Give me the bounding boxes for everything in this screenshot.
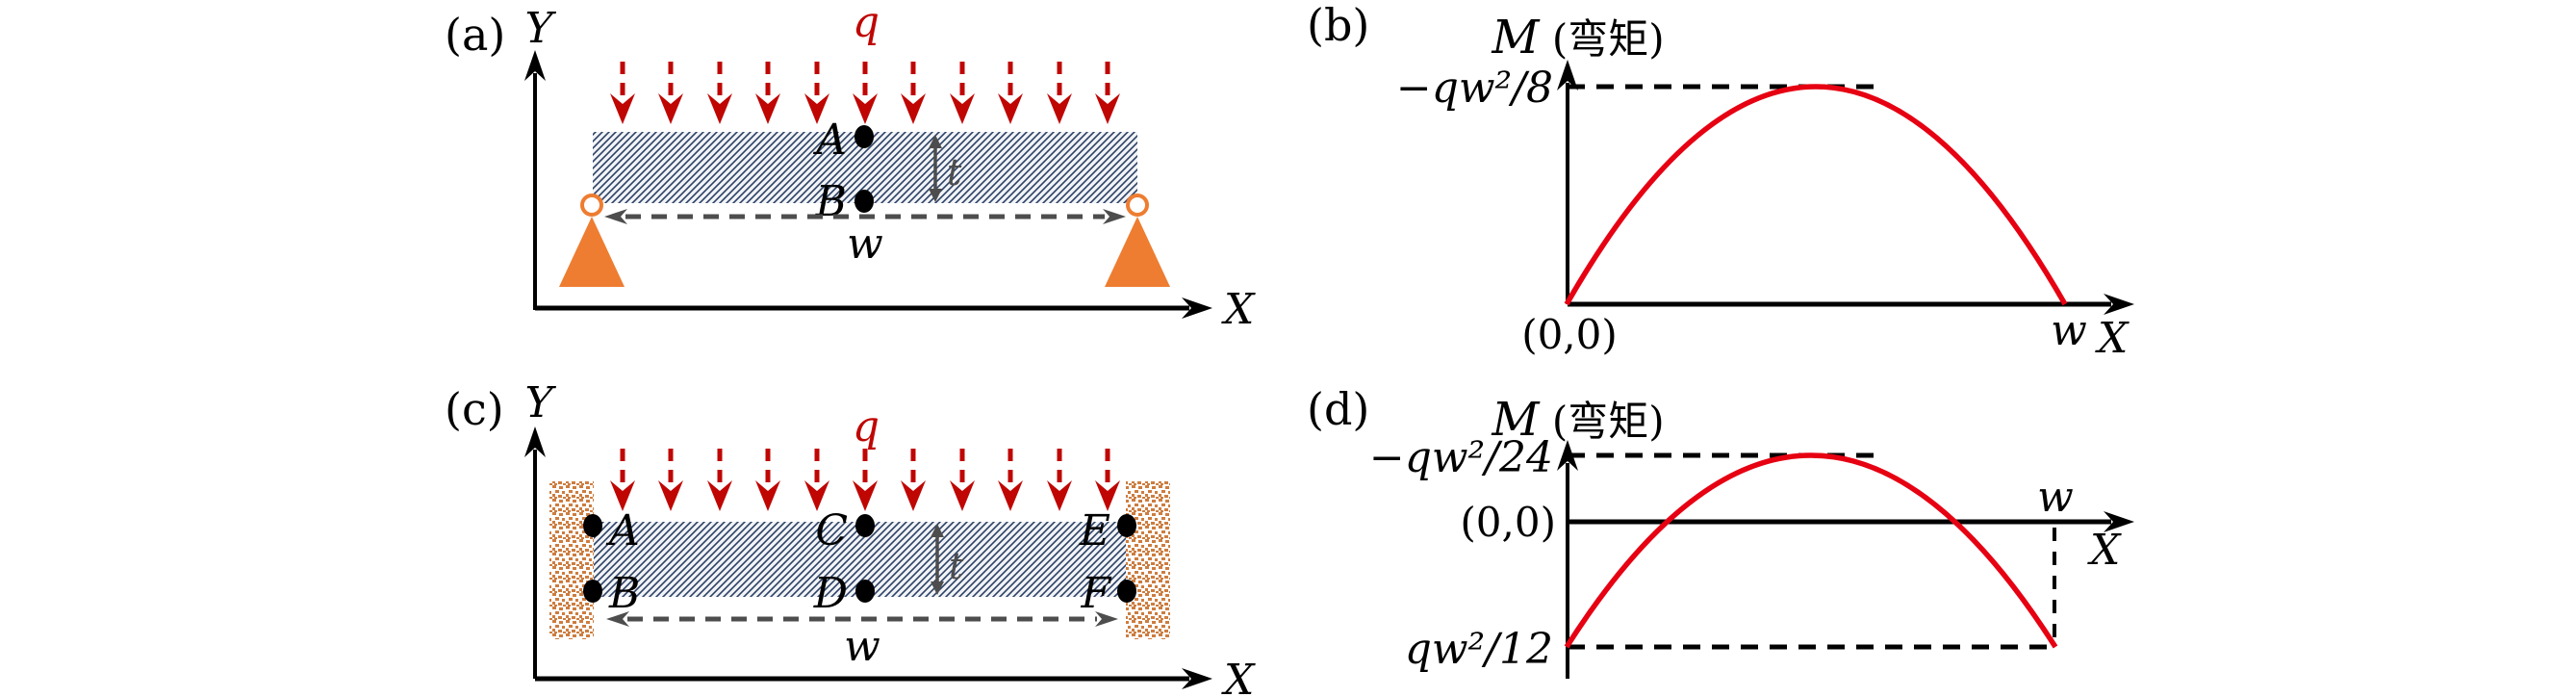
distributed-load-label: q: [853, 402, 880, 452]
right-pin-support: [1105, 194, 1170, 287]
thickness-label: t: [949, 545, 964, 587]
load-arrow-icon: [901, 449, 926, 511]
right-clamp-wall: [1126, 481, 1170, 639]
point-a-label: A: [812, 116, 847, 165]
point-b-dot: [854, 190, 874, 213]
thickness-label: t: [947, 151, 962, 194]
load-arrow-icon: [804, 449, 829, 511]
span-end-label: w: [2051, 306, 2087, 355]
span-arrow-left-icon: [604, 209, 627, 224]
load-arrow-icon: [853, 449, 878, 511]
end-moment-label: qw²/12: [1405, 625, 1553, 674]
y-axis-label: Y: [524, 4, 556, 53]
moment-axis-title: M (弯矩): [1491, 393, 1664, 447]
load-arrow-icon: [1095, 62, 1120, 124]
load-arrow-icon: [658, 449, 683, 511]
load-arrow-icon: [610, 449, 635, 511]
span-label: w: [844, 622, 880, 671]
load-arrow-icon: [998, 449, 1023, 511]
distributed-load-label: q: [853, 0, 880, 47]
point-b-label: B: [608, 569, 640, 618]
point-f-dot: [1117, 580, 1136, 603]
panel-b-moment-diagram: (b) M (弯矩) −qw²/8 (0,0) w X: [1307, 0, 2134, 363]
panel-a-beam-diagram: (a) Y X q A B t: [445, 0, 1256, 334]
point-d-label: D: [813, 569, 848, 618]
x-axis-label: X: [2087, 526, 2122, 575]
panel-b-label: (b): [1307, 0, 1369, 51]
load-arrow-icon: [950, 62, 975, 124]
distributed-load-arrows: [610, 449, 1120, 511]
point-f-label: F: [1080, 569, 1111, 618]
load-arrow-icon: [1047, 62, 1072, 124]
load-arrow-icon: [707, 449, 732, 511]
point-b-dot: [583, 580, 602, 603]
x-axis-label: X: [1221, 285, 1256, 334]
load-arrow-icon: [610, 62, 635, 124]
load-arrow-icon: [1095, 449, 1120, 511]
thickness-dimension: t: [931, 524, 964, 595]
point-c-label: C: [815, 506, 848, 555]
span-label: w: [847, 219, 883, 269]
moment-axis-title: M (弯矩): [1491, 11, 1664, 65]
span-dimension: w: [604, 209, 1126, 269]
load-arrow-icon: [998, 62, 1023, 124]
panel-a-label: (a): [445, 9, 505, 61]
moment-curve: [1564, 84, 2068, 306]
span-arrow-right-icon: [1103, 209, 1126, 224]
left-clamp-wall: [549, 481, 594, 639]
origin-label: (0,0): [1460, 499, 1556, 546]
load-arrow-icon: [853, 62, 878, 124]
load-arrow-icon: [658, 62, 683, 124]
support-triangle-icon: [559, 217, 625, 287]
moment-curve: [1564, 452, 2058, 649]
point-a-dot: [583, 514, 602, 537]
y-axis-label: Y: [524, 378, 556, 427]
peak-value-label: −qw²/8: [1396, 64, 1553, 113]
span-end-label: w: [2037, 473, 2074, 522]
support-roller-icon: [1126, 194, 1149, 217]
point-c-dot: [855, 514, 875, 537]
point-e-dot: [1117, 514, 1136, 537]
load-arrow-icon: [1047, 449, 1072, 511]
span-dimension: w: [606, 611, 1118, 671]
load-arrow-icon: [755, 449, 780, 511]
x-axis-label: X: [2095, 314, 2130, 363]
thickness-dimension: t: [929, 135, 962, 202]
support-triangle-icon: [1105, 217, 1170, 287]
panel-c-label: (c): [445, 383, 504, 435]
thickness-arrow-up-icon: [929, 135, 942, 148]
point-d-dot: [855, 580, 875, 603]
thickness-arrow-down-icon: [931, 581, 944, 595]
origin-label: (0,0): [1521, 311, 1618, 358]
x-axis-label: X: [1221, 656, 1256, 697]
panel-d-label: (d): [1307, 383, 1369, 435]
point-a-label: A: [605, 506, 640, 555]
point-a-dot: [854, 125, 874, 148]
load-arrow-icon: [950, 449, 975, 511]
load-arrow-icon: [707, 62, 732, 124]
panel-d-moment-diagram: (d) M (弯矩) −qw²/24 (0,0) w X qw²/12: [1307, 383, 2134, 679]
left-pin-support: [559, 194, 625, 287]
thickness-arrow-up-icon: [931, 524, 944, 537]
panel-c-beam-diagram: (c) Y X q A B C D: [445, 378, 1256, 697]
thickness-arrow-down-icon: [929, 189, 942, 202]
support-roller-icon: [580, 194, 603, 217]
point-e-label: E: [1079, 506, 1110, 555]
peak-value-label: −qw²/24: [1369, 433, 1553, 482]
load-arrow-icon: [755, 62, 780, 124]
distributed-load-arrows: [610, 62, 1120, 124]
load-arrow-icon: [901, 62, 926, 124]
